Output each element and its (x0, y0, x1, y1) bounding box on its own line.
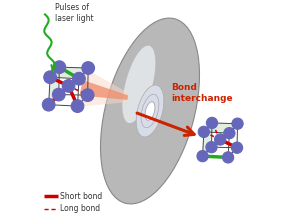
Text: Bond
interchange: Bond interchange (171, 83, 233, 103)
Polygon shape (49, 67, 59, 105)
Circle shape (62, 79, 75, 92)
Ellipse shape (148, 107, 152, 115)
Circle shape (53, 61, 66, 73)
Ellipse shape (132, 78, 168, 144)
Ellipse shape (140, 92, 160, 130)
Ellipse shape (126, 66, 174, 156)
Ellipse shape (114, 44, 186, 178)
Ellipse shape (117, 49, 183, 173)
Ellipse shape (120, 55, 180, 167)
Ellipse shape (122, 46, 155, 123)
Circle shape (206, 117, 218, 129)
Polygon shape (202, 123, 212, 156)
Ellipse shape (121, 56, 179, 166)
Ellipse shape (129, 72, 171, 150)
Ellipse shape (130, 73, 170, 149)
Polygon shape (204, 123, 238, 133)
Circle shape (231, 142, 243, 153)
Ellipse shape (125, 64, 175, 158)
Ellipse shape (146, 103, 154, 119)
Ellipse shape (105, 26, 195, 196)
Ellipse shape (115, 46, 185, 176)
Circle shape (232, 118, 243, 129)
Circle shape (52, 88, 65, 101)
Circle shape (42, 98, 55, 111)
Text: Short bond: Short bond (60, 192, 102, 201)
Polygon shape (50, 67, 88, 79)
Ellipse shape (141, 94, 159, 128)
Ellipse shape (101, 20, 199, 202)
Text: Pulses of
laser light: Pulses of laser light (55, 3, 93, 24)
Ellipse shape (144, 99, 156, 123)
Circle shape (224, 127, 235, 139)
Ellipse shape (112, 40, 188, 182)
Ellipse shape (109, 34, 191, 188)
Ellipse shape (135, 83, 165, 139)
Ellipse shape (119, 53, 181, 169)
Ellipse shape (105, 27, 195, 195)
Ellipse shape (110, 36, 190, 186)
Ellipse shape (127, 67, 173, 155)
Circle shape (82, 62, 94, 74)
Ellipse shape (108, 32, 192, 190)
Circle shape (198, 126, 209, 137)
Ellipse shape (123, 61, 177, 161)
Polygon shape (80, 80, 128, 100)
Ellipse shape (134, 81, 166, 141)
Ellipse shape (133, 79, 167, 143)
Ellipse shape (132, 76, 168, 146)
Ellipse shape (145, 101, 155, 121)
Ellipse shape (138, 89, 162, 133)
Ellipse shape (145, 102, 155, 120)
Circle shape (223, 152, 234, 163)
Ellipse shape (128, 69, 172, 153)
Ellipse shape (118, 52, 182, 170)
Circle shape (44, 71, 56, 84)
Ellipse shape (139, 90, 161, 132)
Circle shape (206, 142, 217, 153)
Ellipse shape (123, 59, 177, 163)
Circle shape (81, 89, 94, 101)
Ellipse shape (113, 41, 187, 181)
Ellipse shape (124, 63, 176, 159)
Ellipse shape (141, 93, 159, 129)
Ellipse shape (102, 21, 198, 201)
Ellipse shape (136, 85, 164, 137)
Ellipse shape (136, 84, 164, 138)
Ellipse shape (122, 58, 178, 164)
Ellipse shape (107, 30, 193, 192)
Text: Long bond: Long bond (60, 204, 100, 213)
Ellipse shape (141, 95, 159, 127)
Ellipse shape (128, 70, 172, 152)
Ellipse shape (146, 104, 154, 118)
Ellipse shape (114, 43, 186, 179)
Ellipse shape (100, 18, 200, 204)
Ellipse shape (118, 50, 182, 172)
Ellipse shape (136, 86, 164, 136)
Ellipse shape (106, 29, 194, 193)
Ellipse shape (103, 23, 197, 199)
Ellipse shape (142, 96, 158, 126)
Circle shape (214, 134, 226, 145)
Ellipse shape (149, 109, 151, 113)
Ellipse shape (110, 35, 190, 187)
Ellipse shape (137, 87, 163, 135)
Ellipse shape (116, 47, 184, 175)
Circle shape (71, 100, 84, 113)
Ellipse shape (111, 38, 189, 184)
Circle shape (73, 72, 85, 85)
Ellipse shape (147, 105, 153, 117)
Ellipse shape (104, 24, 196, 198)
Circle shape (197, 151, 208, 162)
Polygon shape (77, 69, 129, 107)
Ellipse shape (143, 98, 157, 124)
Ellipse shape (131, 75, 169, 147)
